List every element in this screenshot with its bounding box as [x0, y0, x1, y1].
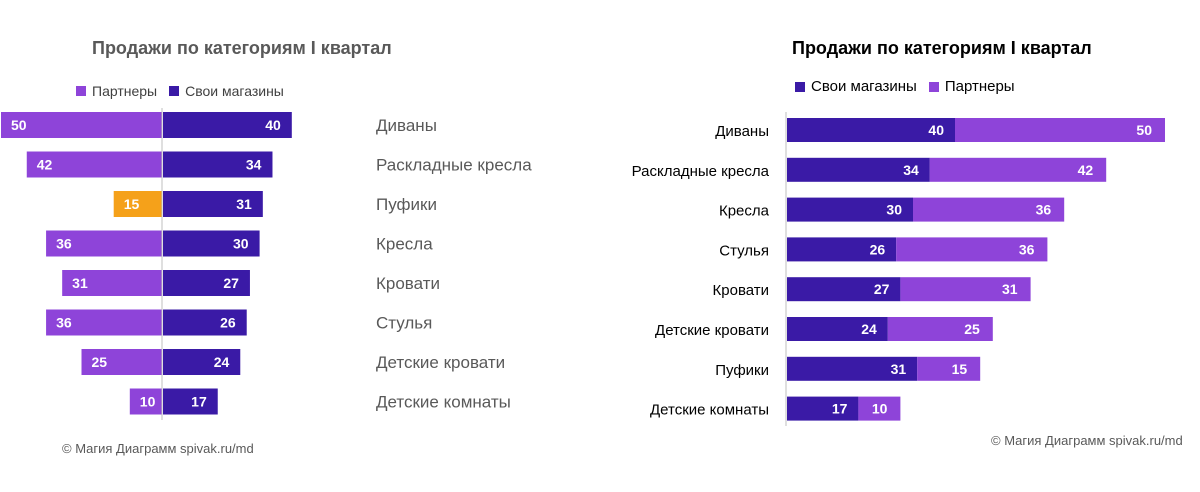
right-bar-own [787, 118, 955, 142]
right-bar-partners [917, 356, 981, 381]
right-bar-partners [900, 277, 1031, 302]
right-bar-partners [896, 237, 1048, 262]
left-bar-own [163, 388, 218, 415]
left-bar-own-label: 27 [223, 275, 239, 291]
left-bar-partners-label: 15 [124, 196, 140, 212]
right-bar-own [787, 317, 888, 341]
left-bar-own-label: 26 [220, 315, 236, 331]
left-category-label: Пуфики [376, 195, 437, 214]
legend-item-partners-right: Партнеры [928, 78, 1015, 95]
right-bar-own [787, 197, 913, 222]
left-chart-legend: Партнеры Свои магазины [76, 83, 296, 99]
left-chart-title: Продажи по категориям I квартал [92, 38, 392, 58]
left-category-label: Кресла [376, 235, 433, 254]
right-category-label: Диваны [715, 123, 769, 140]
right-chart-title: Продажи по категориям I квартал [792, 38, 1092, 58]
left-category-label: Раскладные кресла [376, 156, 532, 175]
left-bar-own [163, 270, 250, 296]
right-bar-own-label: 40 [928, 122, 944, 138]
right-bar-partners [913, 197, 1065, 222]
right-bar-own-label: 24 [861, 321, 877, 337]
left-bar-own [163, 349, 241, 375]
right-category-label: Раскладные кресла [632, 163, 770, 180]
left-bar-own [163, 309, 247, 336]
legend-item-own-stores-right: Свои магазины [795, 78, 917, 95]
left-bar-own-label: 34 [246, 157, 262, 173]
left-bar-partners [81, 349, 162, 375]
right-bar-own-label: 27 [874, 281, 890, 297]
left-bar-partners [1, 112, 162, 138]
right-bar-partners [887, 317, 993, 341]
left-bar-own [163, 112, 292, 138]
right-bar-own [787, 237, 897, 262]
right-bar-own-label: 34 [903, 162, 919, 178]
left-bar-partners [62, 270, 162, 296]
legend-label-own-stores-right: Свои магазины [811, 78, 917, 95]
legend-swatch-partners [76, 86, 86, 96]
left-bar-own [163, 151, 273, 178]
right-chart-legend: Свои магазины Партнеры [795, 78, 1027, 95]
right-category-label: Кресла [719, 203, 770, 220]
left-bar-partners-label: 36 [56, 236, 72, 252]
left-bar-own-label: 30 [233, 236, 249, 252]
legend-label-partners: Партнеры [92, 83, 158, 99]
left-bar-partners [113, 191, 162, 217]
right-bar-own [787, 356, 918, 381]
right-bar-partners-label: 50 [1136, 122, 1152, 138]
right-bar-own [787, 157, 930, 182]
legend-item-partners: Партнеры [76, 83, 157, 99]
left-bar-own-label: 31 [236, 196, 252, 212]
right-category-label: Пуфики [715, 362, 769, 379]
left-category-label: Детские комнаты [376, 393, 511, 412]
right-category-label: Детские кровати [655, 322, 769, 339]
legend-label-own-stores: Свои магазины [185, 83, 284, 99]
left-category-label: Стулья [376, 314, 432, 333]
right-bar-partners-label: 25 [964, 321, 980, 337]
left-bar-partners-label: 50 [11, 117, 27, 133]
legend-item-own-stores: Свои магазины [169, 83, 284, 99]
right-bar-own-label: 31 [891, 361, 907, 377]
right-bar-partners-label: 15 [952, 361, 968, 377]
right-bar-partners [955, 118, 1165, 142]
right-bar-partners [858, 396, 901, 421]
left-bar-partners-label: 42 [37, 157, 53, 173]
left-bar-own-label: 17 [191, 394, 207, 410]
left-bar-own [163, 191, 263, 217]
right-category-label: Детские комнаты [650, 402, 769, 419]
left-bar-partners-label: 36 [56, 315, 72, 331]
left-bar-partners-label: 25 [92, 354, 108, 370]
credit-right: © Магия Диаграмм spivak.ru/md [991, 433, 1183, 448]
legend-swatch-own-stores [169, 86, 180, 96]
left-bar-partners [129, 388, 162, 415]
legend-swatch-partners-right [928, 81, 939, 92]
left-bar-partners [26, 151, 163, 178]
right-category-label: Кровати [713, 282, 769, 299]
credit-left: © Магия Диаграмм spivak.ru/md [62, 441, 254, 456]
left-bar-own-label: 40 [265, 117, 281, 133]
right-bar-partners-label: 36 [1019, 241, 1035, 257]
left-bar-partners-label: 31 [72, 275, 88, 291]
right-bar-partners-label: 31 [1002, 281, 1018, 297]
left-bar-own [163, 230, 260, 257]
left-bar-partners-label: 10 [140, 394, 156, 410]
legend-swatch-own-stores-right [795, 81, 805, 92]
right-bar-partners-label: 10 [872, 401, 888, 417]
left-bar-own-label: 24 [214, 354, 230, 370]
left-category-label: Детские кровати [376, 353, 505, 372]
right-bar-own [787, 277, 901, 302]
right-bar-partners-label: 36 [1036, 202, 1052, 218]
right-bar-partners-label: 42 [1078, 162, 1094, 178]
right-category-label: Стулья [719, 242, 769, 259]
right-bar-own-label: 30 [886, 202, 902, 218]
left-bar-partners [46, 230, 162, 257]
left-bar-partners [46, 309, 162, 336]
right-bar-own-label: 17 [832, 401, 848, 417]
right-bar-own [787, 396, 859, 421]
left-category-label: Кровати [376, 274, 440, 293]
right-bar-partners [929, 157, 1107, 182]
right-bar-own-label: 26 [870, 241, 886, 257]
left-category-label: Диваны [376, 116, 437, 135]
legend-label-partners-right: Партнеры [944, 78, 1015, 95]
